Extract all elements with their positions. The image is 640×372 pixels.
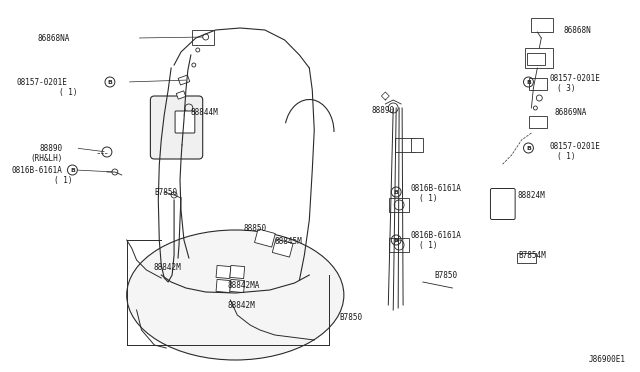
Ellipse shape [127,230,344,360]
Bar [527,53,545,65]
Text: 0816B-6161A: 0816B-6161A [411,231,462,240]
Text: 88842MA: 88842MA [227,280,260,289]
Bar [529,78,547,90]
Bar [411,138,423,152]
Text: 88842M: 88842M [227,301,255,310]
Text: B: B [70,167,75,173]
Bar [272,239,293,257]
Text: 0816B-6161A: 0816B-6161A [12,166,63,174]
Text: 88890: 88890 [371,106,395,115]
Text: ( 1): ( 1) [419,193,437,202]
Bar [529,116,547,128]
Text: B7854M: B7854M [518,250,547,260]
Text: B: B [526,80,531,84]
FancyBboxPatch shape [175,111,195,133]
Text: ( 1): ( 1) [557,151,575,160]
Bar [192,30,214,45]
Text: B: B [394,189,399,195]
Bar [389,198,409,212]
Text: 08157-0201E: 08157-0201E [549,74,600,83]
Text: 08157-0201E: 08157-0201E [17,77,67,87]
Text: 88845M: 88845M [275,237,303,246]
Bar [230,265,244,279]
Text: B7850: B7850 [435,270,458,279]
Bar [178,75,190,85]
Text: 86868N: 86868N [563,26,591,35]
Bar [395,138,415,152]
Bar [176,91,186,99]
Text: (RH&LH): (RH&LH) [30,154,63,163]
Bar [230,279,244,293]
Bar [525,48,553,68]
Text: B7850: B7850 [154,187,177,196]
Bar [531,18,553,32]
Text: 88824M: 88824M [518,190,545,199]
Text: B7850: B7850 [339,314,362,323]
FancyBboxPatch shape [490,189,515,219]
Text: 88890: 88890 [40,144,63,153]
Text: 88844M: 88844M [191,108,219,116]
Bar [216,265,231,279]
FancyBboxPatch shape [150,96,203,159]
Bar [389,238,409,252]
Text: 08157-0201E: 08157-0201E [549,141,600,151]
Text: ( 1): ( 1) [59,87,77,96]
Text: B: B [108,80,113,84]
Text: ( 3): ( 3) [557,83,575,93]
Bar [255,229,275,247]
Bar [216,279,231,293]
Text: B: B [394,237,399,243]
Text: 88842M: 88842M [153,263,181,273]
Bar [516,253,536,263]
Text: 86869NA: 86869NA [554,108,586,116]
Text: 0816B-6161A: 0816B-6161A [411,183,462,192]
Text: ( 1): ( 1) [54,176,72,185]
Text: B: B [526,145,531,151]
Text: 88850: 88850 [243,224,266,232]
Text: 86868NA: 86868NA [37,33,70,42]
Text: ( 1): ( 1) [419,241,437,250]
Text: J86900E1: J86900E1 [588,356,625,365]
